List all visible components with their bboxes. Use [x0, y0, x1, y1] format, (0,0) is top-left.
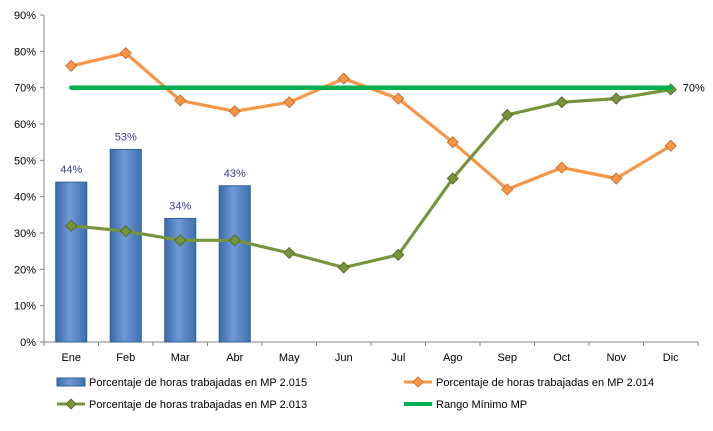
x-tick-label: Jun — [335, 352, 353, 364]
x-tick-label: Jul — [391, 352, 405, 364]
bar-data-label: 53% — [115, 131, 137, 143]
point-marker — [392, 92, 405, 105]
x-tick-label: May — [279, 352, 300, 364]
legend-entry: Porcentaje de horas trabajadas en MP 2.0… — [89, 399, 307, 411]
point-marker — [555, 161, 568, 174]
legend-entry: Porcentaje de horas trabajadas en MP 2.0… — [436, 377, 654, 389]
data-labels: 44% 53% 34% 43% 70% — [60, 83, 705, 213]
x-tick-label: Mar — [171, 352, 190, 364]
legend-entry: Porcentaje de horas trabajadas en MP 2.0… — [89, 377, 307, 389]
x-tick-label: Oct — [553, 352, 570, 364]
series-line — [69, 87, 673, 270]
x-tick-label: Feb — [116, 352, 135, 364]
point-marker — [555, 96, 568, 109]
bar — [218, 185, 251, 343]
x-tick-label: Abr — [226, 352, 243, 364]
legend: Porcentaje de horas trabajadas en MP 2.0… — [56, 376, 654, 411]
y-tick-label: 70% — [14, 83, 36, 95]
point-marker — [501, 183, 514, 196]
bar-series — [55, 148, 251, 343]
point-marker — [283, 96, 296, 109]
x-tick-label: Nov — [606, 352, 626, 364]
y-tick-label: 60% — [14, 119, 36, 131]
point-marker — [337, 261, 350, 274]
point-marker — [65, 59, 78, 72]
point-marker — [446, 172, 459, 185]
point-marker — [174, 94, 187, 107]
axes: 0% 10% 20% 30% 40% 50% 60% 70% 80% 90% Ene Feb Mar Ab… — [14, 10, 699, 364]
bar-data-label: 44% — [60, 164, 82, 176]
x-tick-label: Ene — [61, 352, 81, 364]
bar-data-label: 43% — [224, 168, 246, 180]
y-tick-label: 80% — [14, 46, 36, 58]
y-tick-label: 90% — [14, 10, 36, 22]
y-tick-label: 40% — [14, 192, 36, 204]
y-tick-label: 50% — [14, 155, 36, 167]
point-marker — [119, 225, 132, 238]
point-marker — [446, 136, 459, 149]
point-marker — [228, 234, 241, 247]
legend-swatch-marker — [65, 398, 77, 410]
point-marker — [610, 92, 623, 105]
bar — [109, 148, 142, 343]
threshold-label: 70% — [683, 83, 705, 95]
x-tick-label: Sep — [497, 352, 517, 364]
point-marker — [174, 234, 187, 247]
point-marker — [392, 248, 405, 261]
point-marker — [664, 139, 677, 152]
point-marker — [65, 219, 78, 232]
point-marker — [228, 105, 241, 118]
x-tick-label: Dic — [663, 352, 679, 364]
legend-entry: Rango Mínimo MP — [436, 399, 527, 411]
legend-swatch-marker — [412, 376, 424, 388]
x-tick-label: Ago — [443, 352, 463, 364]
y-tick-label: 30% — [14, 228, 36, 240]
point-marker — [283, 246, 296, 260]
bar-data-label: 34% — [169, 200, 191, 212]
line-series — [65, 47, 677, 274]
point-marker — [610, 172, 623, 185]
point-marker — [501, 108, 514, 121]
y-tick-label: 0% — [20, 337, 36, 349]
point-marker — [337, 72, 350, 85]
legend-swatch-bar — [56, 377, 86, 387]
y-tick-label: 20% — [14, 264, 36, 276]
point-marker — [119, 47, 132, 60]
series-line — [69, 51, 673, 191]
y-tick-label: 10% — [14, 301, 36, 313]
bar — [55, 181, 88, 343]
